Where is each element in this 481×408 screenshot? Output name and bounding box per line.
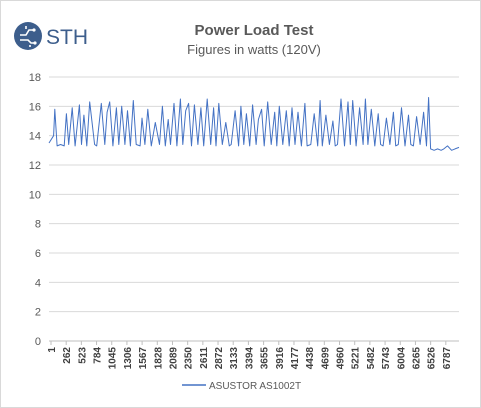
x-tick-label: 5743: [381, 347, 392, 370]
sth-logo-text: STH: [46, 26, 88, 49]
x-axis: [49, 340, 459, 345]
x-tick-label: 523: [77, 347, 88, 364]
x-tick-label: 4438: [305, 347, 316, 370]
y-tick-label: 16: [29, 101, 41, 113]
y-tick-label: 12: [29, 160, 41, 172]
grid-lines: [49, 76, 459, 313]
x-tick-label: 5221: [351, 347, 362, 370]
y-tick-label: 6: [35, 248, 41, 260]
x-tick-label: 1567: [138, 347, 149, 370]
y-tick-label: 2: [35, 307, 41, 319]
x-tick-label: 2872: [214, 347, 225, 370]
y-axis-tick-labels: 0 2 4 6 8 10 12 14 16 18: [29, 72, 41, 348]
x-tick-label: 1306: [123, 347, 134, 370]
y-tick-label: 8: [35, 219, 41, 231]
y-tick-label: 18: [29, 72, 41, 84]
x-tick-label: 4960: [336, 347, 347, 370]
x-tick-label: 3916: [275, 347, 286, 370]
x-tick-label: 5482: [366, 347, 377, 370]
x-tick-label: 2611: [199, 347, 210, 369]
y-tick-label: 4: [35, 277, 41, 289]
x-tick-label: 3133: [229, 347, 240, 370]
x-tick-label: 262: [62, 347, 73, 364]
x-tick-label: 6004: [396, 347, 407, 370]
sth-logo: STH: [14, 22, 88, 50]
x-tick-label: 1: [47, 347, 58, 353]
x-tick-label: 2089: [168, 347, 179, 370]
legend: ASUSTOR AS1002T: [182, 381, 301, 392]
chart-title: Power Load Test: [195, 22, 314, 39]
x-tick-label: 6787: [442, 347, 453, 370]
y-tick-label: 14: [29, 131, 41, 143]
y-tick-label: 0: [35, 336, 41, 348]
x-tick-label: 4699: [320, 347, 331, 370]
x-tick-label: 6265: [411, 347, 422, 370]
x-tick-label: 6526: [427, 347, 438, 370]
y-tick-label: 10: [29, 189, 41, 201]
x-tick-label: 784: [93, 347, 104, 364]
x-tick-label: 4177: [290, 347, 301, 370]
x-tick-label: 3394: [244, 347, 255, 370]
series-layer: [48, 97, 460, 151]
x-tick-label: 2350: [184, 347, 195, 370]
x-axis-tick-labels: 1 262 523 784 1045 1306 1567 1828 2089 2350 2611 28…: [47, 347, 453, 370]
x-tick-label: 1045: [108, 347, 119, 370]
chart-subtitle: Figures in watts (120V): [187, 42, 321, 57]
sth-logo-circle-icon: [14, 22, 42, 50]
series-line-0: [48, 97, 460, 151]
legend-label: ASUSTOR AS1002T: [209, 381, 301, 392]
x-tick-label: 3655: [260, 347, 271, 370]
x-tick-label: 1828: [153, 347, 164, 370]
